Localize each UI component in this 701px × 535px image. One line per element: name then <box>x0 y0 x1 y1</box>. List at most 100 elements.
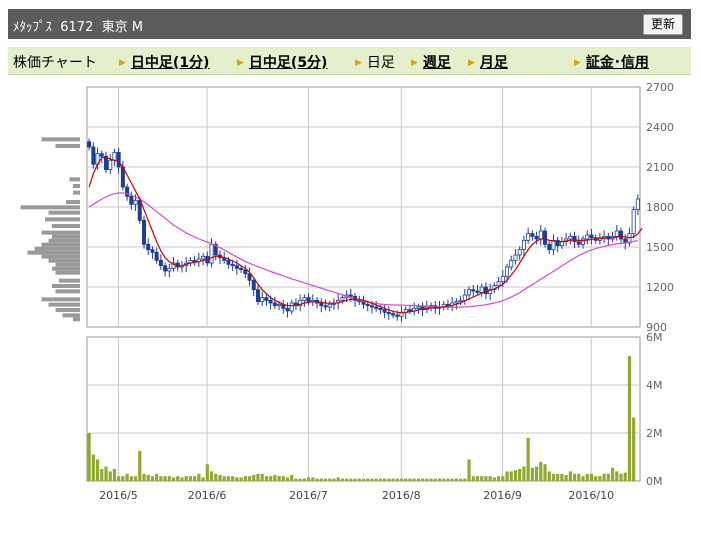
candle-body <box>534 235 539 240</box>
volume-bar <box>252 475 256 481</box>
volume-bar <box>112 469 117 481</box>
candle-body <box>526 233 531 241</box>
price-volume-bar <box>73 317 80 322</box>
price-volume-bar <box>73 184 80 188</box>
volume-bar <box>239 477 243 481</box>
candle-body <box>619 230 624 240</box>
volume-bar <box>357 478 361 481</box>
volume-bar <box>273 475 277 481</box>
refresh-button[interactable]: 更新 <box>642 14 683 35</box>
candle-body <box>327 303 332 308</box>
price-tick-label: 2100 <box>646 161 674 174</box>
price-volume-bar <box>55 289 80 294</box>
volume-bar <box>91 454 95 481</box>
candle-body <box>505 266 510 277</box>
volume-bar <box>319 478 323 481</box>
candle-body <box>112 151 117 161</box>
candle-body <box>585 234 590 240</box>
candle-body <box>239 267 244 271</box>
volume-bar <box>539 461 543 481</box>
candle-body <box>323 305 328 308</box>
volume-bar <box>420 478 425 481</box>
volume-bar <box>467 459 471 481</box>
candle-body <box>369 305 374 308</box>
volume-bar <box>602 473 606 481</box>
volume-bar <box>383 478 387 481</box>
volume-bar <box>530 467 534 481</box>
volume-bar <box>598 476 602 481</box>
volume-bar <box>463 478 467 481</box>
volume-bar <box>133 476 138 481</box>
price-volume-bar <box>52 224 80 228</box>
price-volume-bar <box>55 144 80 148</box>
price-volume-bar <box>59 278 80 283</box>
volume-bar <box>556 473 560 481</box>
nav-intraday-5min[interactable]: ▶ 日中足(5分) <box>237 55 328 71</box>
title-bar: ﾒﾀｯﾌﾟｽ 6172 東京 M 更新 <box>8 9 691 39</box>
candle-body <box>568 235 573 240</box>
candle-body <box>635 198 640 211</box>
volume-bar <box>247 476 252 481</box>
candle-body <box>551 239 556 251</box>
volume-bar <box>581 476 585 481</box>
price-volume-bar <box>48 238 80 243</box>
price-volume-bar <box>41 242 80 247</box>
candle-body <box>289 302 294 312</box>
candle-body <box>154 251 159 261</box>
volume-bar <box>307 477 311 481</box>
candle-body <box>407 309 412 312</box>
candle-body <box>576 241 581 245</box>
candle-body <box>272 302 277 307</box>
volume-bar <box>568 471 572 481</box>
candle-body <box>260 297 265 303</box>
nav-monthly[interactable]: ▶ 月足 <box>468 55 508 71</box>
price-tick-label: 900 <box>646 321 667 334</box>
volume-bar <box>315 478 319 481</box>
nav-intraday-1min[interactable]: ▶ 日中足(1分) <box>119 55 210 71</box>
volume-bar <box>505 471 509 481</box>
candle-body <box>555 239 560 247</box>
volume-bar <box>615 471 619 481</box>
candle-body <box>361 301 366 305</box>
candle-body <box>247 273 252 281</box>
candle-body <box>158 259 163 267</box>
candle-body <box>171 262 176 269</box>
candle-body <box>230 263 235 267</box>
volume-bar <box>285 477 290 481</box>
moving-average-short-line <box>88 157 643 314</box>
price-volume-bar <box>69 177 80 182</box>
volume-bar <box>366 478 370 481</box>
volume-bar <box>399 478 404 481</box>
candle-body <box>150 249 155 253</box>
volume-bar <box>425 478 429 481</box>
candle-body <box>348 294 353 297</box>
volume-bar <box>404 478 408 481</box>
moving-average-long-line <box>88 192 639 308</box>
candle-body <box>192 259 197 263</box>
price-volume-bar <box>66 200 80 204</box>
volume-bar <box>138 451 142 481</box>
nav-weekly[interactable]: ▶ 週足 <box>411 55 451 71</box>
candle-body <box>298 299 303 307</box>
candle-body <box>386 311 391 315</box>
arrow-right-icon: ▶ <box>574 58 581 68</box>
candle-body <box>589 234 594 239</box>
volume-bar <box>632 417 636 481</box>
volume-bar <box>454 478 458 481</box>
price-volume-bar <box>48 258 80 263</box>
candle-body <box>167 267 172 272</box>
candle-body <box>458 299 463 303</box>
volume-bar <box>480 476 484 481</box>
volume-bar <box>340 478 344 481</box>
price-tick-label: 2700 <box>646 81 674 94</box>
volume-bar <box>619 473 623 481</box>
price-volume-bar <box>45 217 80 222</box>
volume-bar <box>180 477 184 481</box>
volume-bar <box>260 473 264 481</box>
nav-margin-credit[interactable]: ▶ 証金･信用 <box>574 55 649 71</box>
month-tick-label: 2016/6 <box>188 489 227 502</box>
volume-bar <box>446 478 450 481</box>
candle-body <box>306 297 311 303</box>
volume-bar <box>243 476 247 481</box>
nav-daily: ▶ 日足 <box>355 55 395 71</box>
